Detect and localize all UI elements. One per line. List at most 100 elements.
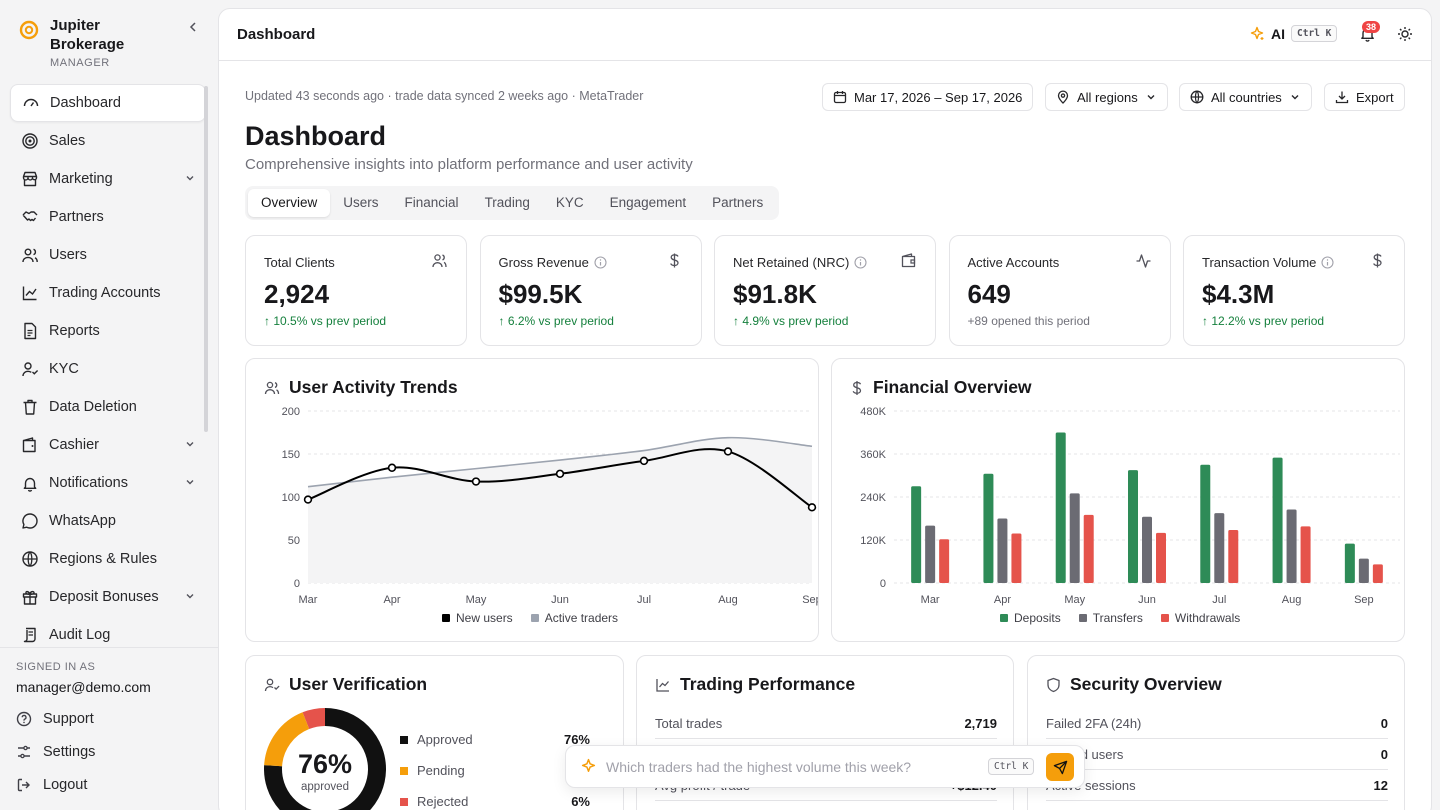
sidebar-item-reports[interactable]: Reports [10, 312, 206, 350]
y-tick-label: 360K [860, 449, 886, 461]
tab-partners[interactable]: Partners [712, 195, 764, 210]
sidebar: Jupiter Brokerage MANAGER Dashboard Sales… [0, 0, 218, 810]
legend-item: Transfers [1078, 611, 1143, 625]
sidebar-item-trading-accounts[interactable]: Trading Accounts [10, 274, 206, 312]
settings-link[interactable]: Settings [16, 744, 95, 760]
sidebar-item-whatsapp[interactable]: WhatsApp [10, 502, 206, 540]
bar-transfers[interactable] [1069, 493, 1080, 583]
export-button[interactable]: Export [1324, 83, 1405, 111]
user-check-icon [264, 677, 280, 693]
tab-financial[interactable]: Financial [404, 195, 459, 210]
info-icon[interactable] [1321, 256, 1334, 269]
sidebar-item-sales[interactable]: Sales [10, 122, 206, 160]
sidebar-item-regions-rules[interactable]: Regions & Rules [10, 540, 206, 578]
legend-label: Transfers [1092, 611, 1143, 625]
sidebar-footer: SIGNED IN AS manager@demo.com Support Se… [0, 647, 218, 793]
kpi-value: $91.8K [733, 279, 817, 309]
ask-ai-input[interactable]: Which traders had the highest volume thi… [606, 759, 912, 775]
legend-label: New users [456, 611, 513, 625]
tab-trading[interactable]: Trading [484, 195, 530, 210]
security-stat-value: 0 [1380, 715, 1388, 731]
sidebar-item-cashier[interactable]: Cashier [10, 426, 206, 464]
send-button[interactable] [1046, 753, 1074, 781]
sidebar-item-kyc[interactable]: KYC [10, 350, 206, 388]
new-users-point[interactable] [639, 456, 649, 466]
bar-transfers[interactable] [1214, 513, 1225, 583]
theme-toggle-sun-icon[interactable] [1397, 26, 1413, 42]
users-icon [264, 380, 280, 396]
regions-select[interactable]: All regions [1045, 83, 1168, 111]
donut-slice-pending[interactable] [264, 712, 310, 767]
support-link[interactable]: Support [16, 711, 94, 727]
sidebar-item-partners[interactable]: Partners [10, 198, 206, 236]
date-range-picker[interactable]: Mar 17, 2026 – Sep 17, 2026 [822, 83, 1034, 111]
user-check-icon [21, 360, 39, 378]
bar-withdrawals[interactable] [939, 539, 950, 583]
verification-row-approved: Approved 76% [400, 732, 590, 747]
legend-swatch [400, 797, 408, 806]
topbar-title: Dashboard [237, 26, 316, 43]
sidebar-item-dashboard[interactable]: Dashboard [10, 84, 206, 122]
tab-users[interactable]: Users [343, 195, 379, 210]
sidebar-item-marketing[interactable]: Marketing [10, 160, 206, 198]
chevron-down-icon [184, 476, 196, 488]
bar-withdrawals[interactable] [1156, 532, 1166, 583]
new-users-point[interactable] [723, 447, 733, 456]
bar-transfers[interactable] [1142, 516, 1152, 583]
legend-item: Deposits [1000, 611, 1061, 625]
bar-deposits[interactable] [1055, 432, 1066, 584]
new-users-point[interactable] [555, 469, 565, 478]
sparkles-icon [580, 758, 597, 775]
sidebar-item-audit-log[interactable]: Audit Log [10, 616, 206, 654]
security-stat-value: 12 [1373, 777, 1388, 793]
new-users-point[interactable] [387, 463, 397, 472]
bar-deposits[interactable] [911, 486, 922, 583]
ai-assistant-button[interactable]: AI Ctrl K [1249, 25, 1338, 42]
info-icon[interactable] [594, 256, 607, 269]
bar-transfers[interactable] [1286, 509, 1297, 583]
bar-transfers[interactable] [1358, 558, 1369, 583]
bar-withdrawals[interactable] [1228, 529, 1239, 583]
logout-icon [16, 777, 32, 793]
store-icon [21, 170, 39, 188]
sidebar-scrollbar[interactable] [204, 86, 208, 432]
sidebar-item-data-deletion[interactable]: Data Deletion [10, 388, 206, 426]
new-users-point[interactable] [807, 503, 817, 512]
new-users-point[interactable] [303, 495, 313, 504]
y-tick-label: 50 [288, 535, 300, 547]
tab-engagement[interactable]: Engagement [609, 195, 687, 210]
tab-kyc[interactable]: KYC [555, 195, 584, 210]
logout-link[interactable]: Logout [16, 777, 87, 793]
donut-slice-rejected[interactable] [302, 708, 326, 730]
sidebar-item-users[interactable]: Users [10, 236, 206, 274]
security-overview-title-text: Security Overview [1070, 674, 1222, 694]
tab-overview[interactable]: Overview [248, 189, 331, 217]
sidebar-item-deposit-bonuses[interactable]: Deposit Bonuses [10, 578, 206, 616]
bar-withdrawals[interactable] [1300, 526, 1311, 583]
sidebar-item-label: Notifications [49, 475, 128, 491]
sidebar-item-label: Deposit Bonuses [49, 589, 159, 605]
info-icon[interactable] [854, 256, 867, 269]
bar-withdrawals[interactable] [1011, 533, 1022, 583]
kpi-value: $4.3M [1202, 279, 1275, 309]
security-overview-card: Security Overview Failed 2FA (24h)0Locke… [1027, 655, 1405, 810]
ai-label: AI [1271, 25, 1285, 42]
bar-transfers[interactable] [925, 525, 936, 583]
bar-withdrawals[interactable] [1083, 514, 1094, 583]
bar-withdrawals[interactable] [1372, 564, 1383, 583]
countries-select[interactable]: All countries [1179, 83, 1312, 111]
bar-transfers[interactable] [997, 518, 1008, 584]
brand-role: MANAGER [50, 57, 110, 69]
x-tick-label: Aug [718, 594, 738, 606]
bar-deposits[interactable] [1128, 470, 1138, 583]
sidebar-item-notifications[interactable]: Notifications [10, 464, 206, 502]
bar-deposits[interactable] [1272, 457, 1283, 583]
new-users-point[interactable] [471, 477, 481, 486]
sidebar-item-label: Data Deletion [49, 399, 137, 415]
bar-deposits[interactable] [1200, 464, 1211, 583]
donut-slice-approved[interactable] [264, 708, 386, 810]
bar-deposits[interactable] [983, 473, 994, 583]
user-activity-title: User Activity Trends [264, 377, 458, 398]
bar-deposits[interactable] [1344, 543, 1355, 583]
collapse-sidebar-icon[interactable] [186, 20, 200, 34]
